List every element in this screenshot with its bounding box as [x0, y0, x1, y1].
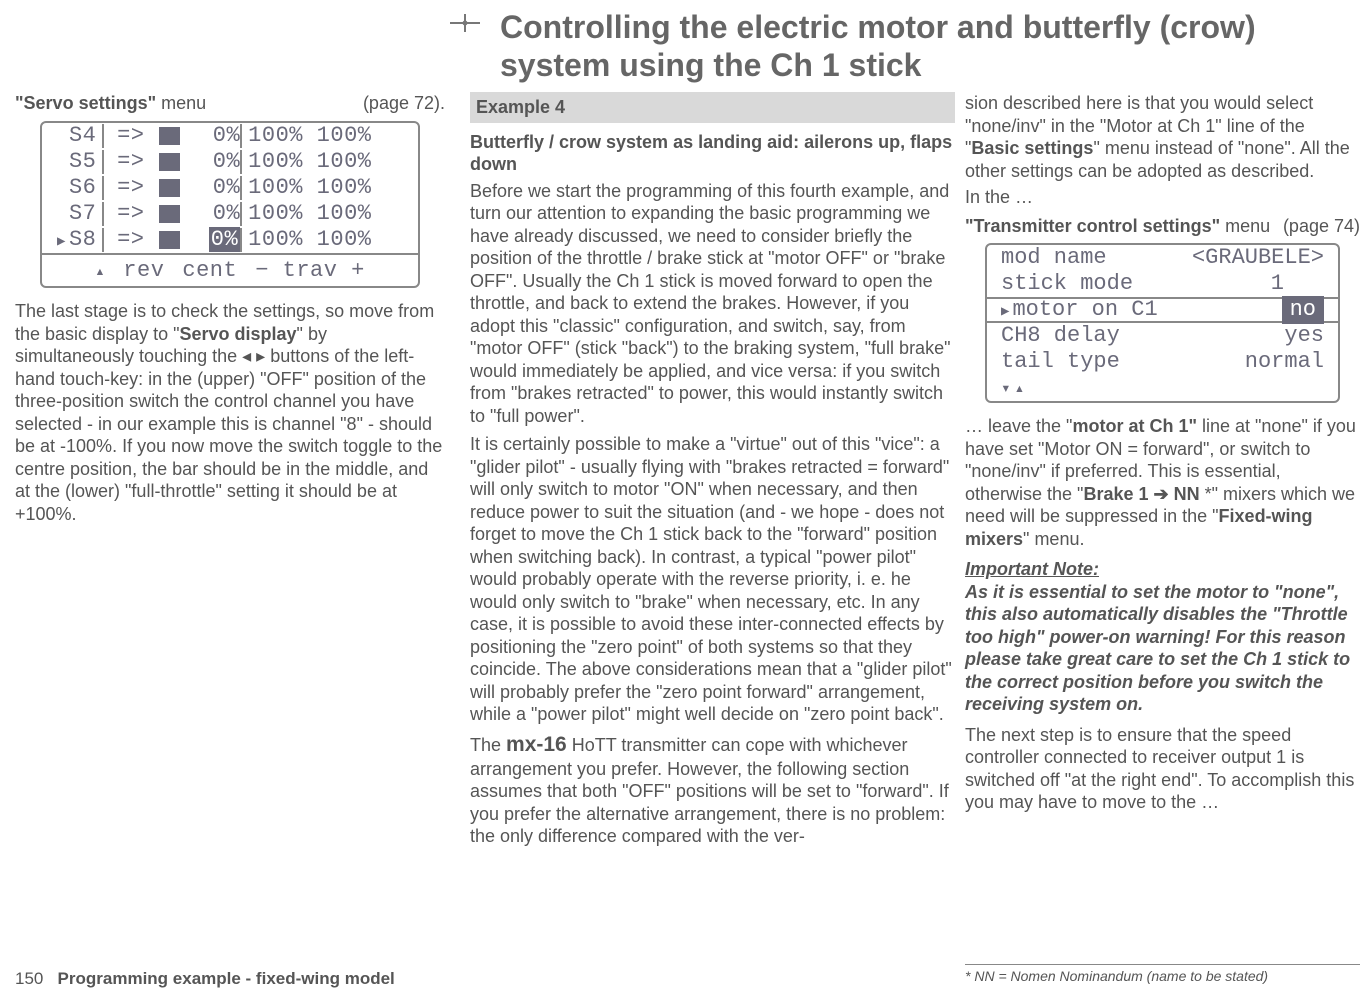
right-p2: The next step is to ensure that the spee…: [965, 724, 1360, 814]
right-inthe: In the …: [965, 186, 1360, 209]
lcd-row: CH8 delay yes: [987, 323, 1338, 349]
lcd-footer: [987, 375, 1338, 401]
bar-icon: [159, 179, 180, 197]
lcd-footer: rev cent − trav +: [42, 253, 418, 287]
page-footer: 150 Programming example - fixed-wing mod…: [15, 968, 395, 989]
page-title: Controlling the electric motor and butte…: [500, 8, 1350, 85]
mid-p3: The mx-16 HoTT transmitter can cope with…: [470, 732, 955, 848]
bar-icon: [159, 205, 180, 223]
lcd-row-selected: motor on C1 no: [987, 297, 1338, 323]
tx-menu-header: "Transmitter control settings" menu (pag…: [965, 215, 1360, 238]
lcd-row: stick mode 1: [987, 271, 1338, 297]
tx-menu-label: "Transmitter control settings" menu: [965, 215, 1270, 238]
lcd-row: mod name <GRAUBELE>: [987, 245, 1338, 271]
lcd-row: S7 => 0% 100% 100%: [42, 201, 418, 227]
column-right: sion described here is that you would se…: [965, 92, 1360, 814]
pointer-icon: [1001, 297, 1012, 322]
important-note: Important Note: As it is essential to se…: [965, 558, 1360, 716]
column-middle: Example 4 Butterfly / crow system as lan…: [470, 92, 955, 848]
mid-p2: It is certainly possible to make a "virt…: [470, 433, 955, 726]
bar-icon: [159, 231, 180, 249]
column-left: "Servo settings" menu (page 72). S4 => 0…: [15, 92, 445, 525]
bar-icon: [159, 127, 180, 145]
servo-menu-pageref: (page 72).: [363, 92, 445, 115]
example-subhead: Butterfly / crow system as landing aid: …: [470, 131, 955, 176]
example-header: Example 4: [470, 92, 955, 123]
down-icon: [1001, 374, 1011, 402]
mid-p1: Before we start the programming of this …: [470, 180, 955, 428]
up-icon: [1015, 374, 1025, 402]
servo-menu-header: "Servo settings" menu (page 72).: [15, 92, 445, 115]
lcd-row: S5 => 0% 100% 100%: [42, 149, 418, 175]
tx-menu-pageref: (page 74): [1283, 215, 1360, 238]
lcd-row-selected: S8 => 0% 100% 100%: [42, 227, 418, 253]
left-paragraph: The last stage is to check the settings,…: [15, 300, 445, 525]
servo-menu-label: "Servo settings" menu: [15, 92, 206, 115]
up-icon: [95, 257, 105, 285]
right-p0: sion described here is that you would se…: [965, 92, 1360, 182]
right-p1: … leave the "motor at Ch 1" line at "non…: [965, 415, 1360, 550]
pointer-icon: [57, 227, 69, 252]
lcd-row: S4 => 0% 100% 100%: [42, 123, 418, 149]
glider-icon: [450, 12, 480, 34]
servo-lcd: S4 => 0% 100% 100% S5 => 0% 100% 100% S6…: [40, 121, 420, 289]
footnote: * NN = Nomen Nominandum (name to be stat…: [965, 964, 1360, 986]
lcd-row: S6 => 0% 100% 100%: [42, 175, 418, 201]
bar-icon: [159, 153, 180, 171]
tx-lcd: mod name <GRAUBELE> stick mode 1 motor o…: [985, 243, 1340, 403]
lcd-row: tail type normal: [987, 349, 1338, 375]
